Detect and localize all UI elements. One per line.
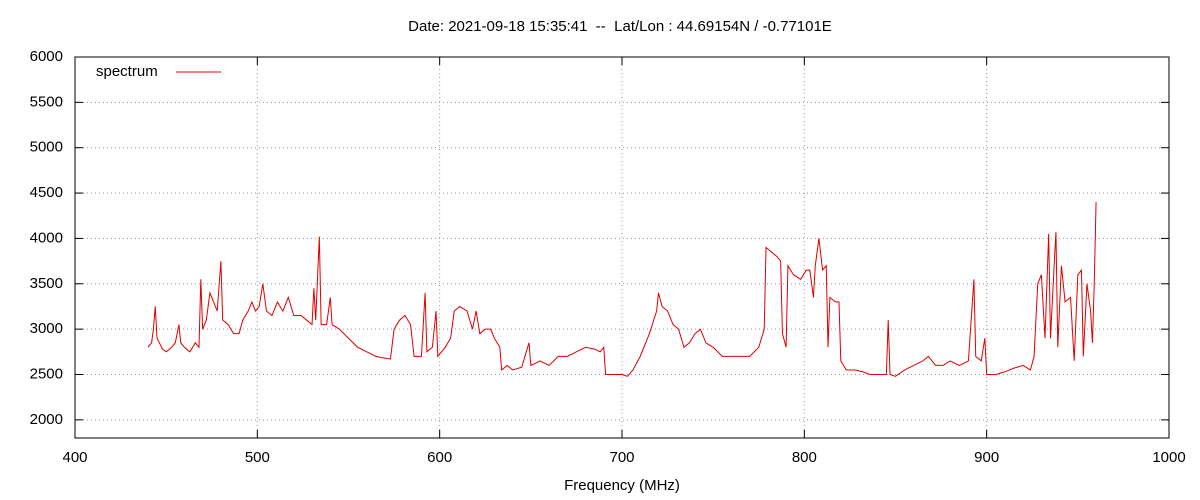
x-tick-label: 900 bbox=[974, 449, 999, 466]
x-tick-label: 1000 bbox=[1152, 449, 1185, 466]
plot-frame bbox=[74, 56, 1170, 439]
y-tick-label: 3500 bbox=[30, 275, 63, 292]
x-tick-label: 800 bbox=[792, 449, 817, 466]
data-line bbox=[147, 202, 1097, 377]
y-tick-label: 2500 bbox=[30, 365, 63, 382]
x-axis-label: Frequency (MHz) bbox=[564, 477, 680, 494]
x-tick-label: 600 bbox=[427, 449, 452, 466]
chart-title: Date: 2021-09-18 15:35:41 -- Lat/Lon : 4… bbox=[408, 18, 832, 35]
y-tick-label: 5000 bbox=[30, 139, 63, 156]
y-tick-label: 4000 bbox=[30, 229, 63, 246]
y-tick-label: 3000 bbox=[30, 320, 63, 337]
y-tick-label: 6000 bbox=[30, 48, 63, 65]
legend-label: spectrum bbox=[96, 63, 158, 80]
x-tick-label: 700 bbox=[609, 449, 634, 466]
x-tick-label: 500 bbox=[245, 449, 270, 466]
x-tick-label: 400 bbox=[62, 449, 87, 466]
y-tick-label: 4500 bbox=[30, 184, 63, 201]
y-tick-label: 5500 bbox=[30, 93, 63, 110]
y-tick-label: 2000 bbox=[30, 411, 63, 428]
